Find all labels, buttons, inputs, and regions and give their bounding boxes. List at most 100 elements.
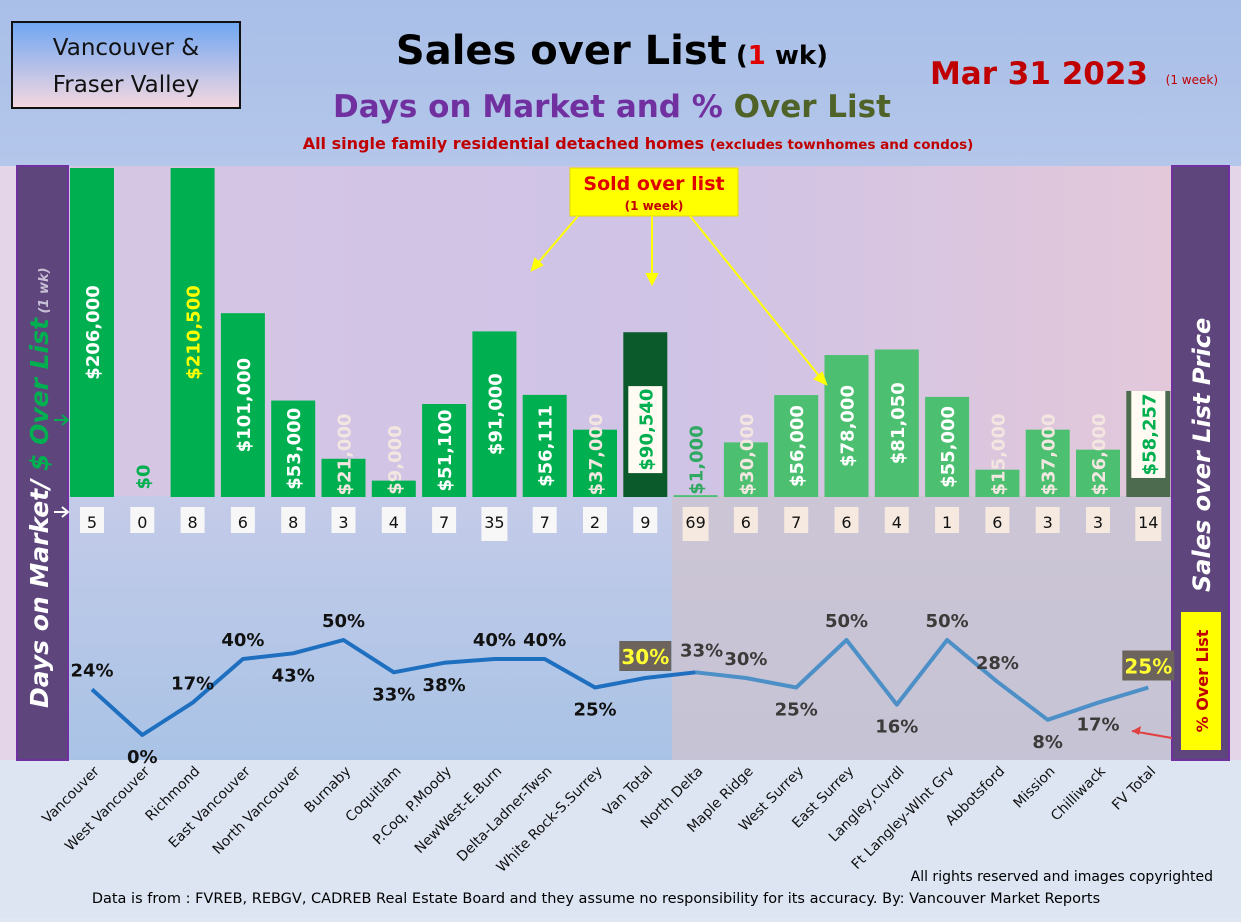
bar-15 xyxy=(824,355,869,497)
bar-value-label: $37,000 xyxy=(586,414,607,496)
bar-value-label: $58,257 xyxy=(1139,393,1160,475)
bar-axis-arrow-icon xyxy=(54,414,70,426)
bar-2 xyxy=(170,168,215,497)
bar-18 xyxy=(975,469,1020,497)
dom-value: 69 xyxy=(685,513,705,532)
dom-box xyxy=(1086,507,1110,533)
dom-value: 6 xyxy=(238,513,248,532)
pct-value-label: 0% xyxy=(127,747,158,768)
bar-20 xyxy=(1076,449,1120,497)
sold-over-list-callout: Sold over list (1 week) xyxy=(530,167,828,386)
bar-value-label: $51,100 xyxy=(435,410,456,492)
bar-value-label: $56,000 xyxy=(787,405,808,487)
dom-box xyxy=(633,507,658,533)
pct-value-label: 25% xyxy=(573,700,616,721)
pct-value-label: 28% xyxy=(976,653,1019,674)
dom-value: 6 xyxy=(741,513,751,532)
dom-box xyxy=(583,507,607,533)
dom-box xyxy=(80,507,104,533)
dom-box xyxy=(1035,507,1060,533)
dom-value: 4 xyxy=(389,513,399,532)
bar-6 xyxy=(371,480,416,497)
dom-value: 8 xyxy=(188,513,198,532)
pct-value-label: 40% xyxy=(221,630,264,651)
bar-value-label: $30,000 xyxy=(737,414,758,496)
dom-value: 3 xyxy=(1043,513,1053,532)
bar-14 xyxy=(774,395,819,497)
right-axis-label: Sales over List Price xyxy=(1188,318,1216,592)
pct-value-label: 50% xyxy=(322,611,365,632)
bar-value-label: $78,000 xyxy=(838,385,859,467)
dom-box xyxy=(331,507,356,533)
pct-value-label: 17% xyxy=(171,674,214,695)
bar-7 xyxy=(422,403,467,497)
dom-value: 7 xyxy=(791,513,801,532)
bar-10 xyxy=(573,429,617,497)
dom-value: 0 xyxy=(137,513,147,532)
dom-box xyxy=(481,507,508,541)
data-source-note: Data is from : FVREB, REBGV, CADREB Real… xyxy=(92,891,1100,907)
dom-box xyxy=(784,507,809,533)
dom-value: 6 xyxy=(992,513,1002,532)
dom-box xyxy=(834,507,859,533)
pct-value-label: 43% xyxy=(272,665,315,686)
dom-box xyxy=(935,507,960,533)
pct-value-label: 38% xyxy=(423,675,466,696)
bar-value-label: $21,000 xyxy=(335,414,356,496)
bar-value-label: $101,000 xyxy=(234,358,255,453)
left-axis-label: Days on Market/ $ Over List (1 wk) xyxy=(25,267,54,708)
dom-value: 2 xyxy=(590,513,600,532)
dom-box xyxy=(733,507,758,533)
bar-4 xyxy=(271,400,316,497)
bar-value-label: $206,000 xyxy=(83,285,104,380)
pct-value-label: 25% xyxy=(1124,655,1172,679)
bar-value-label: $55,000 xyxy=(938,406,959,488)
bar-13 xyxy=(723,442,768,497)
bar-12 xyxy=(673,495,718,497)
bar-5 xyxy=(321,458,366,497)
bar-19 xyxy=(1025,429,1070,497)
pct-value-label: 30% xyxy=(621,645,669,669)
bar-value-label: $91,000 xyxy=(485,373,506,455)
pct-value-label: 33% xyxy=(372,684,415,705)
pct-value-label: 40% xyxy=(473,630,516,651)
pct-total-bg xyxy=(619,641,672,671)
bar-0 xyxy=(70,168,114,497)
bar-8 xyxy=(472,331,517,497)
dom-value: 7 xyxy=(540,513,550,532)
callout-title: Sold over list xyxy=(583,173,724,195)
dom-box xyxy=(381,507,406,533)
pct-value-label: 50% xyxy=(926,611,969,632)
copyright-note: All rights reserved and images copyright… xyxy=(911,869,1213,885)
dom-value: 1 xyxy=(942,513,952,532)
bar-9 xyxy=(522,394,567,497)
pct-over-list-legend xyxy=(1181,612,1221,750)
bar-label-bg-11 xyxy=(628,386,663,474)
dom-box xyxy=(682,507,709,541)
chart-description: All single family residential detached h… xyxy=(303,134,974,153)
bar-value-label: $56,111 xyxy=(536,405,557,487)
dom-value: 3 xyxy=(1093,513,1103,532)
left-axis-panel xyxy=(16,165,69,761)
dom-box xyxy=(985,507,1010,533)
pct-value-label: 25% xyxy=(775,700,818,721)
dom-value: 3 xyxy=(338,513,348,532)
bar-16 xyxy=(874,349,919,497)
bar-value-label: $0 xyxy=(133,464,154,489)
dom-box xyxy=(884,507,909,533)
dom-value: 7 xyxy=(439,513,449,532)
dom-value: 35 xyxy=(484,513,504,532)
bar-value-label: $210,500 xyxy=(184,285,205,380)
pct-value-label: 24% xyxy=(70,660,113,681)
pct-line-fraser-valley xyxy=(695,638,1149,722)
dom-value: 9 xyxy=(640,513,650,532)
pct-value-label: 40% xyxy=(523,630,566,651)
report-date-note: (1 week) xyxy=(1166,73,1218,87)
bar-value-label: $90,540 xyxy=(636,389,657,471)
pct-over-list-legend-text: % Over List xyxy=(1193,629,1212,732)
dom-box xyxy=(432,507,457,533)
dom-axis-arrow-icon xyxy=(54,506,70,518)
pct-value-label: 33% xyxy=(680,640,723,661)
bar-17 xyxy=(925,396,970,497)
